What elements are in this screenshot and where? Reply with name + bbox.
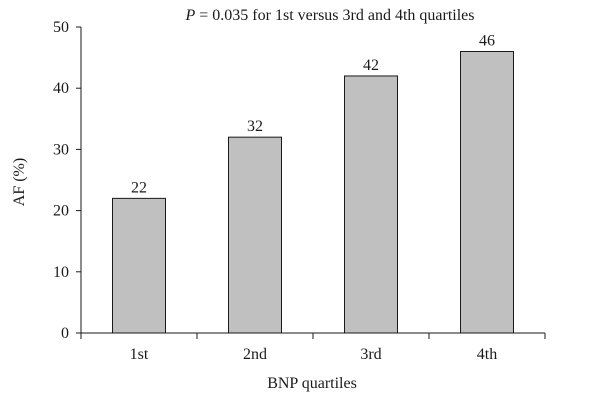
y-tick-label-10: 10 <box>53 264 69 281</box>
bar-1st <box>112 197 166 334</box>
x-axis-title: BNP quartiles <box>267 375 357 392</box>
y-tick-label-50: 50 <box>53 19 69 36</box>
x-tick-label-2nd: 2nd <box>243 346 267 363</box>
bar-4th <box>460 50 514 334</box>
y-tick-label-20: 20 <box>53 203 69 220</box>
x-tick-label-3rd: 3rd <box>360 346 381 363</box>
chart-title-rest: = 0.035 for 1st versus 3rd and 4th quart… <box>195 7 474 24</box>
data-label-3rd: 42 <box>363 57 379 74</box>
bar-2nd <box>228 136 282 334</box>
data-label-1st: 22 <box>131 179 147 196</box>
plot-area: 22 32 42 46 0 10 20 30 40 50 1st 2nd 3rd 4th <box>53 19 546 363</box>
y-axis-title: AF (%) <box>11 158 28 206</box>
x-tick-label-4th: 4th <box>477 346 497 363</box>
chart-title: P = 0.035 for 1st versus 3rd and 4th qua… <box>185 7 475 24</box>
y-tick-label-30: 30 <box>53 141 69 158</box>
data-label-2nd: 32 <box>247 118 263 135</box>
bar-3rd <box>344 75 398 334</box>
chart-title-p: P <box>185 7 196 24</box>
x-tick-label-1st: 1st <box>130 346 149 363</box>
y-tick-label-40: 40 <box>53 80 69 97</box>
data-label-4th: 46 <box>479 32 495 49</box>
y-tick-label-0: 0 <box>61 325 69 342</box>
